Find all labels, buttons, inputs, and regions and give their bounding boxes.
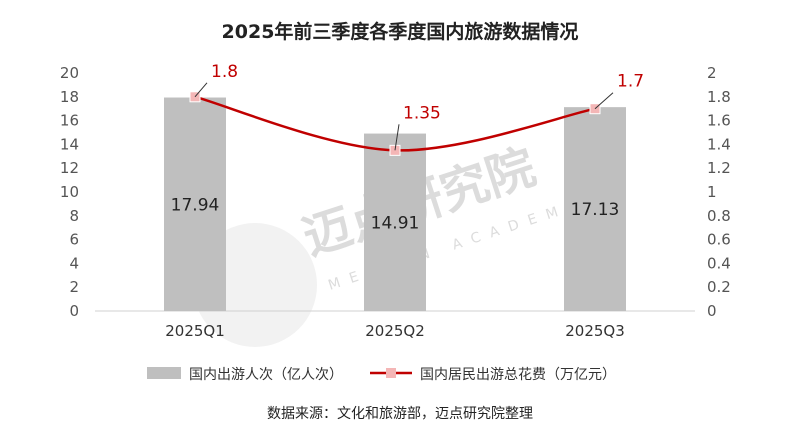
line-value-label: 1.35 bbox=[403, 103, 441, 123]
x-tick-label: 2025Q3 bbox=[565, 322, 625, 340]
source-note: 数据来源：文化和旅游部，迈点研究院整理 bbox=[267, 406, 533, 422]
y-right-tick-label: 1.6 bbox=[707, 112, 731, 130]
legend-line-marker bbox=[386, 368, 396, 378]
y-left-tick-label: 4 bbox=[69, 254, 79, 272]
legend-line-label: 国内居民出游总花费（万亿元） bbox=[420, 367, 616, 383]
chart-title: 2025年前三季度各季度国内旅游数据情况 bbox=[222, 20, 579, 43]
y-right-tick-label: 0 bbox=[707, 302, 717, 320]
x-tick-label: 2025Q1 bbox=[165, 322, 225, 340]
y-right-tick-label: 2 bbox=[707, 64, 717, 82]
y-left-tick-label: 18 bbox=[60, 88, 79, 106]
line-value-label: 1.7 bbox=[617, 72, 644, 92]
bar-value-label: 17.94 bbox=[171, 195, 220, 215]
y-right-tick-label: 1.2 bbox=[707, 159, 731, 177]
y-left-tick-label: 12 bbox=[60, 159, 79, 177]
x-tick-label: 2025Q2 bbox=[365, 322, 425, 340]
bar-value-label: 17.13 bbox=[571, 200, 620, 220]
bar bbox=[564, 107, 626, 311]
line-label-leader bbox=[194, 82, 208, 98]
y-right-tick-label: 0.2 bbox=[707, 278, 731, 296]
bar bbox=[364, 133, 426, 311]
line-series bbox=[189, 91, 601, 156]
y-left-tick-label: 20 bbox=[60, 64, 79, 82]
y-left-tick-label: 8 bbox=[69, 207, 79, 225]
bar-series bbox=[164, 97, 626, 311]
y-left-tick-label: 14 bbox=[60, 135, 79, 153]
axes: 0 2 4 6 8 10 12 14 16 18 20 0 0.2 0.4 0.6 0.8 1 1.2 1.4 1.6… bbox=[60, 64, 731, 340]
y-right-tick-label: 1 bbox=[707, 183, 717, 201]
legend-bar-swatch bbox=[147, 367, 181, 379]
y-right-tick-label: 0.6 bbox=[707, 231, 731, 249]
bar-value-label: 14.91 bbox=[371, 213, 420, 233]
legend: 国内出游人次（亿人次） 国内居民出游总花费（万亿元） bbox=[147, 367, 616, 383]
y-left-tick-label: 2 bbox=[69, 278, 79, 296]
y-right-tick-label: 0.8 bbox=[707, 207, 731, 225]
y-right-tick-label: 0.4 bbox=[707, 254, 731, 272]
data-labels: 17.94 14.91 17.13 1.8 1.35 1.7 bbox=[171, 62, 644, 233]
line-value-label: 1.8 bbox=[211, 62, 238, 82]
y-left-tick-label: 16 bbox=[60, 112, 79, 130]
bar bbox=[164, 97, 226, 311]
y-left-tick-label: 10 bbox=[60, 183, 79, 201]
y-left-tick-label: 6 bbox=[69, 231, 79, 249]
y-left-tick-label: 0 bbox=[69, 302, 79, 320]
line-label-leader bbox=[594, 92, 614, 110]
legend-bar-label: 国内出游人次（亿人次） bbox=[189, 367, 343, 383]
line-label-leader bbox=[394, 124, 400, 151]
y-right-tick-label: 1.8 bbox=[707, 88, 731, 106]
y-right-tick-label: 1.4 bbox=[707, 135, 731, 153]
